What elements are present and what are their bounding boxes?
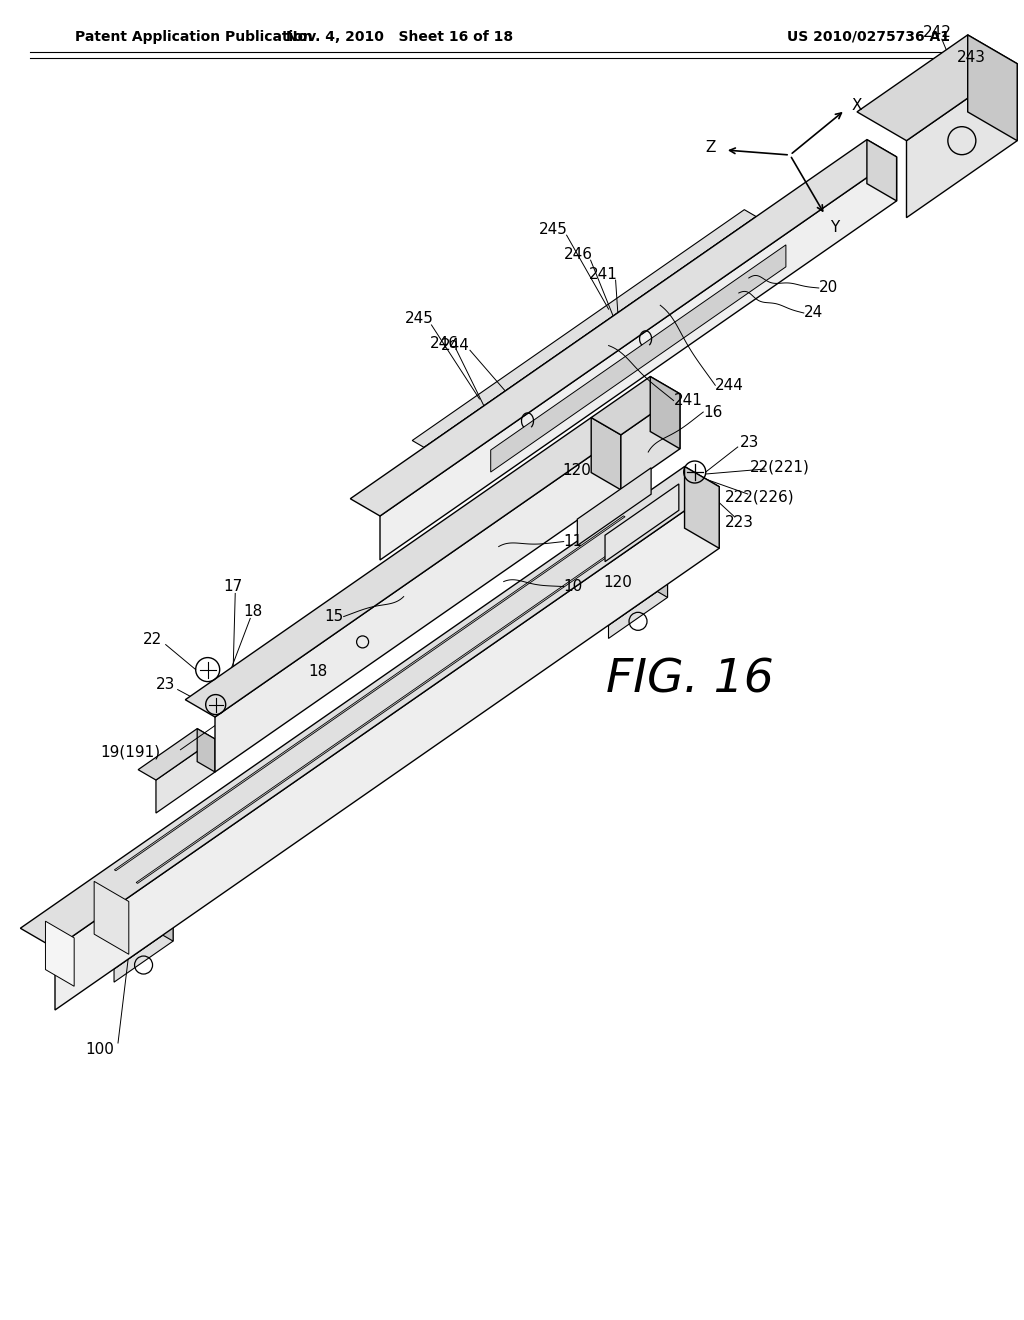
Text: 10: 10 — [563, 579, 583, 594]
Text: 22: 22 — [143, 632, 163, 647]
Text: 23: 23 — [740, 434, 760, 450]
Text: Nov. 4, 2010   Sheet 16 of 18: Nov. 4, 2010 Sheet 16 of 18 — [287, 30, 514, 44]
Polygon shape — [578, 467, 651, 545]
Polygon shape — [968, 34, 1017, 141]
Text: FIG. 16: FIG. 16 — [606, 657, 774, 702]
Text: 244: 244 — [715, 378, 744, 393]
Text: 16: 16 — [703, 404, 723, 420]
Polygon shape — [591, 417, 621, 490]
Polygon shape — [685, 466, 719, 548]
Polygon shape — [20, 466, 719, 948]
Polygon shape — [608, 585, 668, 639]
Polygon shape — [633, 564, 668, 598]
Text: US 2010/0275736 A1: US 2010/0275736 A1 — [787, 30, 950, 44]
Polygon shape — [424, 216, 756, 491]
Text: 241: 241 — [589, 267, 618, 281]
Text: 100: 100 — [86, 1043, 115, 1057]
Text: 245: 245 — [540, 222, 568, 236]
Text: 246: 246 — [564, 247, 593, 261]
Polygon shape — [185, 417, 621, 717]
Text: Y: Y — [830, 219, 840, 235]
Text: 120: 120 — [603, 576, 632, 590]
Text: 243: 243 — [957, 50, 986, 65]
Polygon shape — [350, 140, 897, 516]
Polygon shape — [857, 34, 1017, 141]
Text: 222(226): 222(226) — [725, 490, 795, 504]
Polygon shape — [906, 63, 1017, 218]
Text: 24: 24 — [804, 305, 823, 321]
Polygon shape — [80, 908, 173, 969]
Polygon shape — [138, 908, 173, 941]
Text: 15: 15 — [325, 609, 344, 624]
Polygon shape — [114, 928, 173, 982]
Polygon shape — [156, 739, 215, 813]
Polygon shape — [136, 528, 647, 883]
Polygon shape — [413, 210, 756, 447]
Polygon shape — [650, 376, 680, 449]
Text: 20: 20 — [819, 280, 838, 296]
Polygon shape — [55, 487, 719, 1010]
Polygon shape — [115, 516, 625, 871]
Text: 17: 17 — [223, 579, 243, 594]
Polygon shape — [573, 564, 668, 626]
Polygon shape — [198, 729, 215, 772]
Polygon shape — [490, 244, 785, 473]
Text: 245: 245 — [406, 312, 434, 326]
Polygon shape — [867, 140, 897, 201]
Text: 11: 11 — [563, 535, 583, 549]
Text: 120: 120 — [562, 463, 592, 478]
Text: Z: Z — [706, 140, 716, 154]
Text: 223: 223 — [725, 515, 755, 529]
Text: 18: 18 — [244, 605, 263, 619]
Polygon shape — [94, 882, 129, 954]
Polygon shape — [138, 729, 215, 780]
Text: 242: 242 — [923, 25, 951, 40]
Text: X: X — [852, 98, 862, 112]
Text: 241: 241 — [674, 393, 702, 408]
Polygon shape — [380, 157, 897, 560]
Text: 22(221): 22(221) — [750, 459, 810, 474]
Polygon shape — [591, 376, 680, 434]
Text: 246: 246 — [430, 337, 459, 351]
Polygon shape — [605, 484, 679, 561]
Polygon shape — [621, 393, 680, 490]
Text: Patent Application Publication: Patent Application Publication — [75, 30, 312, 44]
Text: 18: 18 — [308, 664, 328, 678]
Text: 19(191): 19(191) — [100, 744, 161, 759]
Text: 244: 244 — [440, 338, 469, 352]
Text: 23: 23 — [156, 677, 175, 692]
Polygon shape — [45, 921, 74, 986]
Polygon shape — [215, 434, 621, 772]
